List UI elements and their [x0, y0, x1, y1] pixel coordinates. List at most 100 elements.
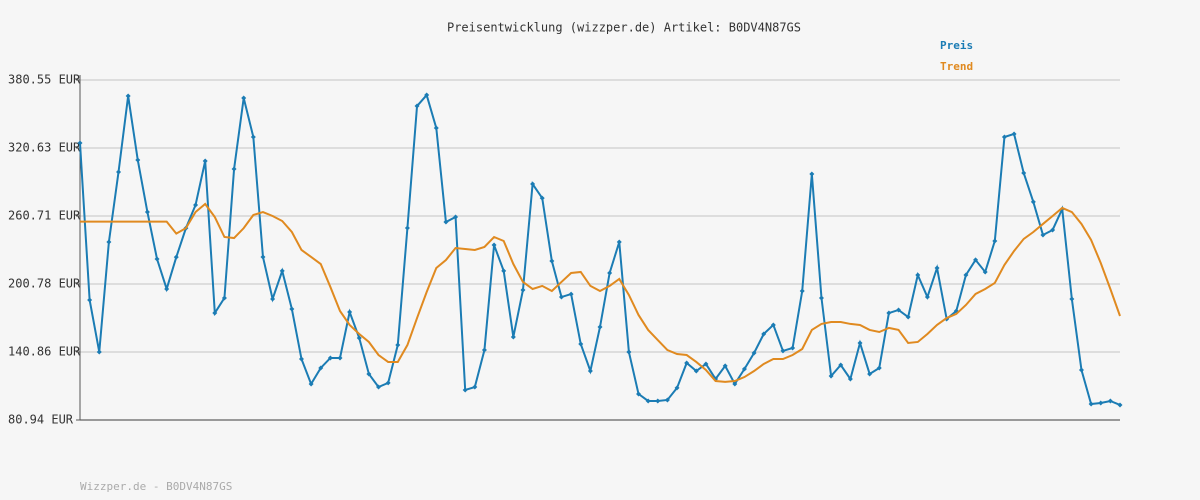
point-marker [1098, 400, 1104, 406]
point-marker [462, 387, 468, 393]
point-marker [847, 376, 853, 382]
point-marker [520, 287, 526, 293]
point-marker [896, 307, 902, 313]
point-marker [616, 239, 622, 245]
point-marker [558, 294, 564, 300]
point-marker [973, 257, 979, 263]
point-marker [414, 103, 420, 109]
point-marker [106, 239, 112, 245]
point-marker [684, 360, 690, 366]
point-marker [626, 349, 632, 355]
point-marker [308, 381, 314, 387]
series-line [80, 202, 1121, 383]
point-marker [164, 286, 170, 292]
legend-label: Trend [940, 60, 973, 73]
point-marker [982, 269, 988, 275]
point-marker [636, 391, 642, 397]
y-tick-label: 320.63 EUR [8, 140, 81, 154]
point-marker [1001, 134, 1007, 140]
point-marker [366, 371, 372, 377]
point-marker [578, 341, 584, 347]
point-marker [376, 384, 382, 390]
legend-label: Preis [940, 39, 973, 52]
point-marker [828, 373, 834, 379]
point-marker [770, 322, 776, 328]
point-marker [481, 347, 487, 353]
point-marker [693, 368, 699, 374]
point-marker [298, 356, 304, 362]
point-marker [780, 348, 786, 354]
point-marker [992, 238, 998, 244]
point-marker [809, 171, 815, 177]
footer: Wizzper.de - B0DV4N87GS [80, 480, 232, 493]
point-marker [212, 310, 218, 316]
point-marker [751, 350, 757, 356]
point-marker [741, 366, 747, 372]
y-tick-label: 140.86 EUR [8, 345, 81, 359]
point-marker [202, 158, 208, 164]
y-tick-label: 80.94 EUR [8, 413, 74, 427]
point-marker [318, 365, 324, 371]
point-marker [501, 268, 507, 274]
point-marker [1069, 296, 1075, 302]
point-marker [424, 92, 430, 98]
point-marker [1117, 402, 1123, 408]
point-marker [385, 380, 391, 386]
point-marker [510, 334, 516, 340]
point-marker [1050, 227, 1056, 233]
point-marker [915, 272, 921, 278]
point-marker [587, 368, 593, 374]
point-marker [279, 268, 285, 274]
point-marker [549, 258, 555, 264]
point-marker [963, 272, 969, 278]
chart-title: Preisentwicklung (wizzper.de) Artikel: B… [447, 21, 801, 35]
point-marker [395, 342, 401, 348]
point-marker [732, 381, 738, 387]
point-marker [867, 371, 873, 377]
point-marker [876, 365, 882, 371]
point-marker [934, 265, 940, 271]
point-marker [1040, 232, 1046, 238]
point-marker [337, 355, 343, 361]
point-marker [270, 296, 276, 302]
point-marker [597, 324, 603, 330]
point-marker [404, 225, 410, 231]
point-marker [221, 295, 227, 301]
point-marker [144, 209, 150, 215]
point-marker [838, 362, 844, 368]
point-marker [645, 398, 651, 404]
point-marker [886, 310, 892, 316]
point-marker [674, 385, 680, 391]
point-marker [231, 166, 237, 172]
point-marker [1030, 199, 1036, 205]
point-marker [607, 270, 613, 276]
point-marker [790, 345, 796, 351]
point-marker [905, 314, 911, 320]
point-marker [77, 140, 83, 146]
point-marker [568, 291, 574, 297]
point-marker [722, 363, 728, 369]
point-marker [761, 331, 767, 337]
point-marker [924, 294, 930, 300]
point-marker [154, 256, 160, 262]
point-marker [491, 242, 497, 248]
point-marker [135, 157, 141, 163]
point-marker [1011, 131, 1017, 137]
point-marker [539, 195, 545, 201]
point-marker [818, 295, 824, 301]
y-tick-label: 380.55 EUR [8, 73, 81, 87]
point-marker [260, 254, 266, 260]
point-marker [96, 349, 102, 355]
point-marker [327, 355, 333, 361]
point-marker [799, 288, 805, 294]
point-marker [443, 219, 449, 225]
point-marker [1107, 398, 1113, 404]
point-marker [472, 384, 478, 390]
point-marker [655, 398, 661, 404]
point-marker [289, 306, 295, 312]
point-marker [241, 95, 247, 101]
point-marker [664, 397, 670, 403]
point-marker [125, 93, 131, 99]
